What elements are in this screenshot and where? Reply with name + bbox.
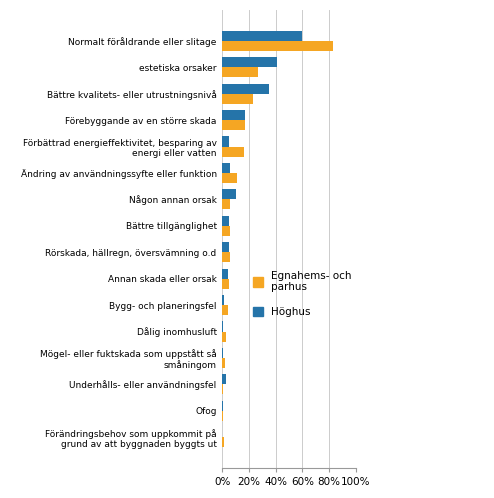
Bar	[222, 437, 224, 447]
Bar	[222, 94, 253, 104]
Legend: Egnahems- och
parhus, Höghus: Egnahems- och parhus, Höghus	[252, 271, 352, 317]
Bar	[222, 189, 236, 199]
Bar	[222, 374, 226, 384]
Bar	[222, 268, 228, 279]
Bar	[222, 216, 229, 226]
Bar	[222, 146, 244, 156]
Bar	[222, 242, 229, 252]
Bar	[222, 384, 223, 394]
Bar	[222, 332, 226, 342]
Bar	[222, 84, 269, 94]
Bar	[222, 411, 223, 421]
Bar	[222, 110, 245, 120]
Bar	[222, 173, 237, 183]
Bar	[222, 57, 277, 67]
Bar	[222, 279, 229, 289]
Bar	[222, 322, 223, 332]
Bar	[222, 120, 245, 130]
Bar	[222, 401, 223, 411]
Bar	[222, 136, 229, 146]
Bar	[222, 31, 302, 41]
Bar	[222, 67, 258, 77]
Bar	[222, 199, 230, 210]
Bar	[222, 41, 333, 51]
Bar	[222, 305, 228, 315]
Bar	[222, 358, 225, 368]
Bar	[222, 252, 230, 262]
Bar	[222, 348, 223, 358]
Bar	[222, 226, 230, 236]
Bar	[222, 295, 224, 305]
Bar	[222, 163, 230, 173]
